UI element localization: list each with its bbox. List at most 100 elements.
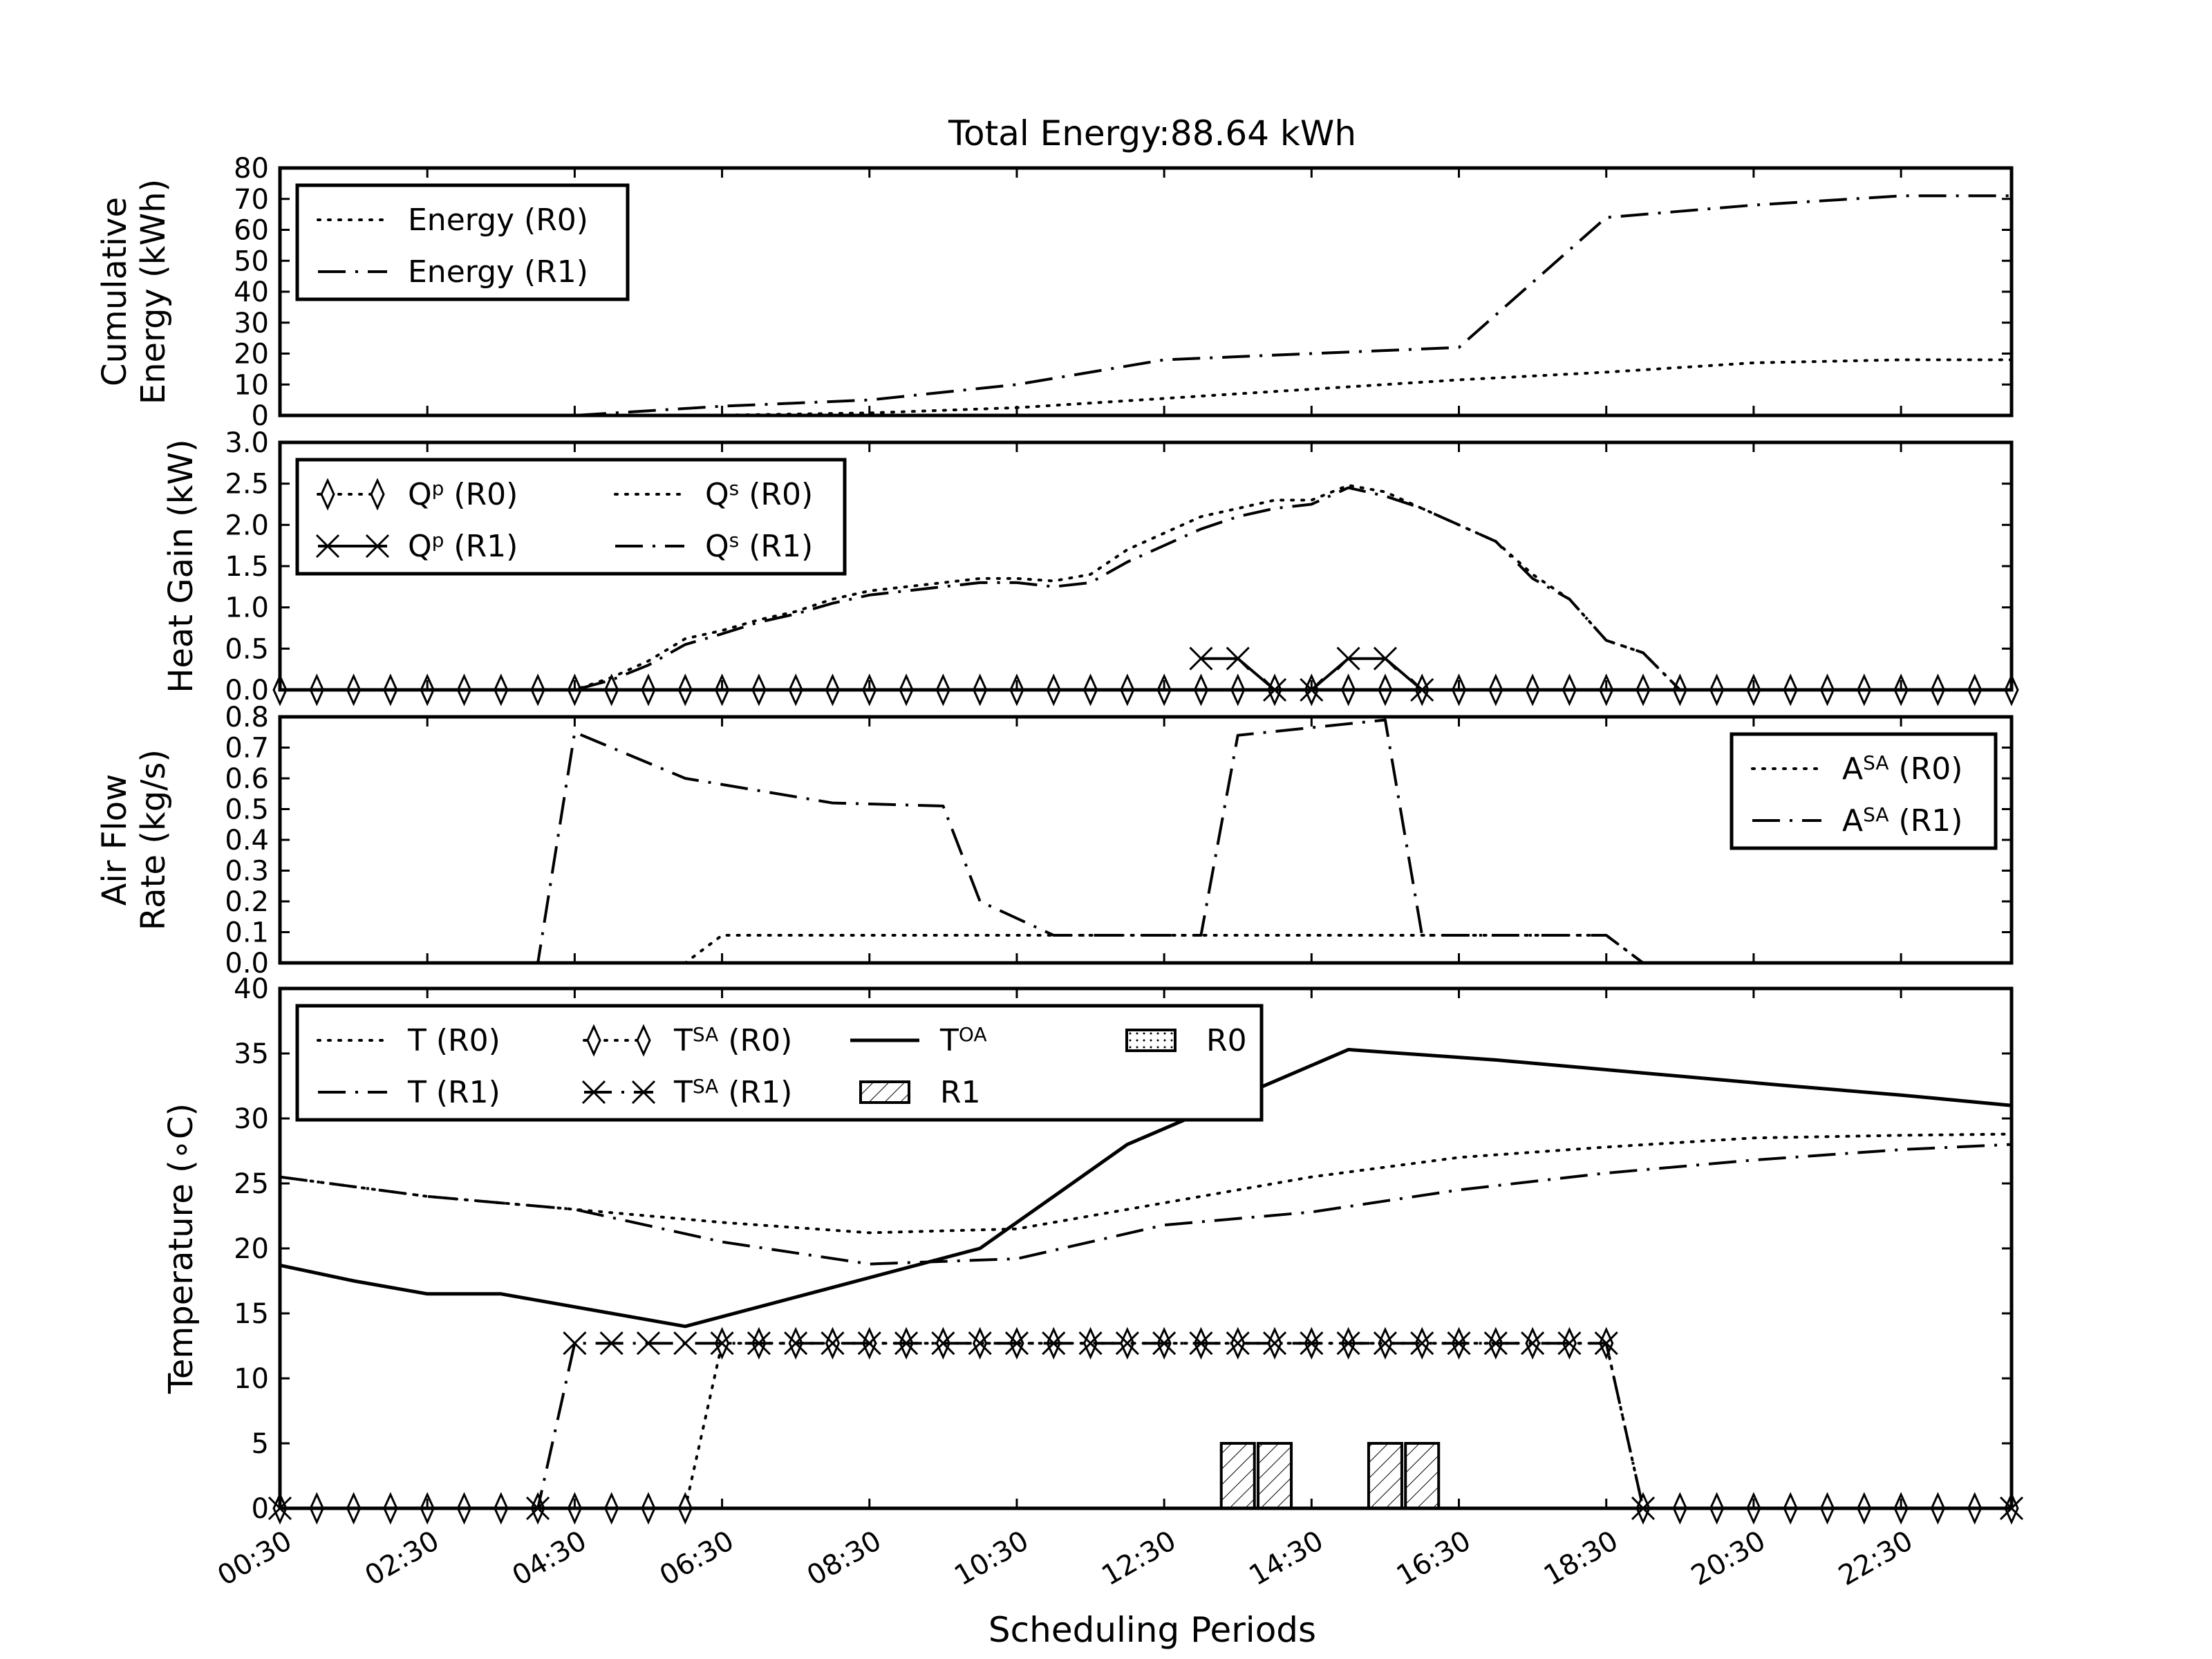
y-axis-label: Rate (kg/s) xyxy=(134,749,173,930)
bar-mark xyxy=(1257,1442,1293,1510)
y-tick-label: 2.0 xyxy=(225,509,269,541)
series-line xyxy=(279,1143,2012,1266)
legend-label: TSA (R0) xyxy=(673,1023,792,1058)
series-point xyxy=(1300,1331,1324,1356)
y-tick-label: 0.7 xyxy=(225,733,269,765)
bar-mark xyxy=(1367,1442,1403,1510)
x-tick-label: 06:30 xyxy=(655,1525,740,1592)
legend-label: R1 xyxy=(940,1075,981,1110)
legend-label: ASA (R0) xyxy=(1842,751,1962,787)
series-point xyxy=(1078,1331,1103,1356)
y-tick-label: 0.4 xyxy=(225,825,269,856)
series-point xyxy=(1189,646,1213,671)
panel-2: 0.0 0.5 1.0 1.5 2.0 2.5 3.0 Heat Gain (kW) Qp (R… xyxy=(162,427,2019,706)
series-point xyxy=(710,1331,734,1356)
series-point xyxy=(784,1331,808,1356)
y-axis-label: Air Flow xyxy=(95,774,134,906)
legend-marker xyxy=(370,478,385,511)
series-point xyxy=(821,1331,845,1356)
series-point xyxy=(673,1331,697,1356)
y-tick-label: 0.2 xyxy=(225,886,269,918)
bar-mark xyxy=(1219,1442,1256,1510)
y-axis-label: Heat Gain (kW) xyxy=(162,439,200,693)
y-tick-label: 30 xyxy=(234,308,269,339)
y-tick-label: 70 xyxy=(234,184,269,216)
y-tick-label: 0.8 xyxy=(225,702,269,733)
series-point xyxy=(894,1331,919,1356)
y-tick-label: 30 xyxy=(234,1103,269,1135)
series-point xyxy=(1373,646,1398,671)
legend-marker xyxy=(586,1024,601,1057)
x-axis-label: Scheduling Periods xyxy=(988,1610,1316,1650)
x-tick-label: 22:30 xyxy=(1833,1525,1918,1592)
legend-box xyxy=(295,1004,1264,1122)
legend-label: Qs (R0) xyxy=(705,477,813,512)
y-tick-label: 1.5 xyxy=(225,551,269,583)
series-point xyxy=(1004,1331,1029,1356)
x-tick-label: 12:30 xyxy=(1096,1525,1181,1592)
legend-label: Energy (R1) xyxy=(408,254,588,290)
y-tick-label: 40 xyxy=(234,276,269,308)
series-line xyxy=(279,358,2013,417)
legend: Qp (R0) Qp (R1) Qs (R0) Qs (R1) xyxy=(295,458,847,576)
x-tick-label: 18:30 xyxy=(1539,1525,1624,1592)
legend-marker xyxy=(315,534,340,559)
series-line xyxy=(280,718,2012,964)
legend-box xyxy=(295,458,847,576)
x-tick-label: 02:30 xyxy=(359,1525,444,1592)
series-line xyxy=(280,1342,2012,1510)
y-tick-label: 0.3 xyxy=(225,856,269,888)
y-tick-label: 20 xyxy=(234,339,269,371)
legend-label: Qp (R0) xyxy=(408,477,518,512)
y-tick-label: 80 xyxy=(234,153,269,185)
series-point xyxy=(1042,1331,1066,1356)
legend-label: Energy (R0) xyxy=(408,203,588,238)
series-point xyxy=(563,1331,587,1356)
x-tick-label: 00:30 xyxy=(212,1525,297,1592)
series-point xyxy=(747,1331,771,1356)
y-tick-label: 2.5 xyxy=(225,469,269,500)
series-point xyxy=(1483,1331,1508,1356)
series-point xyxy=(1447,1331,1471,1356)
y-tick-label: 0 xyxy=(252,1493,269,1525)
y-tick-label: 0 xyxy=(252,400,269,432)
series-line xyxy=(280,486,2012,691)
legend: ASA (R0) ASA (R1) xyxy=(1730,732,1998,850)
x-tick-label: 10:30 xyxy=(949,1525,1034,1592)
series-point xyxy=(1152,1331,1177,1356)
series-point xyxy=(1521,1331,1545,1356)
series-line xyxy=(279,1342,2013,1510)
series-point xyxy=(1115,1331,1139,1356)
y-axis-label: Energy (kWh) xyxy=(134,179,173,404)
series-point xyxy=(857,1331,881,1356)
legend: Energy (R0) Energy (R1) xyxy=(295,183,630,301)
y-tick-label: 20 xyxy=(234,1233,269,1265)
y-tick-label: 50 xyxy=(234,245,269,277)
panel-4: 0 5 10 15 20 25 30 35 40 00:30 02:30 04:30 06:30 08:3… xyxy=(162,973,2024,1592)
series-point xyxy=(1373,1331,1398,1356)
y-tick-label: 0.6 xyxy=(225,763,269,795)
series-point xyxy=(1410,1331,1434,1356)
y-tick-label: 10 xyxy=(234,1363,269,1395)
y-tick-label: 0.5 xyxy=(225,794,269,826)
y-tick-label: 35 xyxy=(234,1038,269,1070)
series-point xyxy=(931,1331,955,1356)
legend-label: TSA (R1) xyxy=(673,1075,792,1110)
y-tick-label: 10 xyxy=(234,369,269,401)
legend-label: Qs (R1) xyxy=(705,529,813,564)
bar-mark xyxy=(1404,1442,1441,1510)
series-line xyxy=(279,1047,2012,1329)
y-tick-label: 0.0 xyxy=(225,948,269,980)
x-tick-label: 16:30 xyxy=(1391,1525,1477,1592)
y-tick-label: 5 xyxy=(252,1428,269,1460)
legend-label: Qp (R1) xyxy=(408,529,518,564)
y-tick-label: 0.1 xyxy=(225,917,269,949)
series-point xyxy=(1594,1331,1618,1356)
legend-box xyxy=(295,183,630,301)
y-axis-label: Cumulative xyxy=(95,197,134,386)
y-tick-label: 3.0 xyxy=(225,427,269,459)
y-tick-label: 60 xyxy=(234,215,269,247)
series-point xyxy=(1336,1331,1360,1356)
series-point xyxy=(1189,1331,1213,1356)
figure-title: Total Energy:88.64 kWh xyxy=(948,113,1356,153)
